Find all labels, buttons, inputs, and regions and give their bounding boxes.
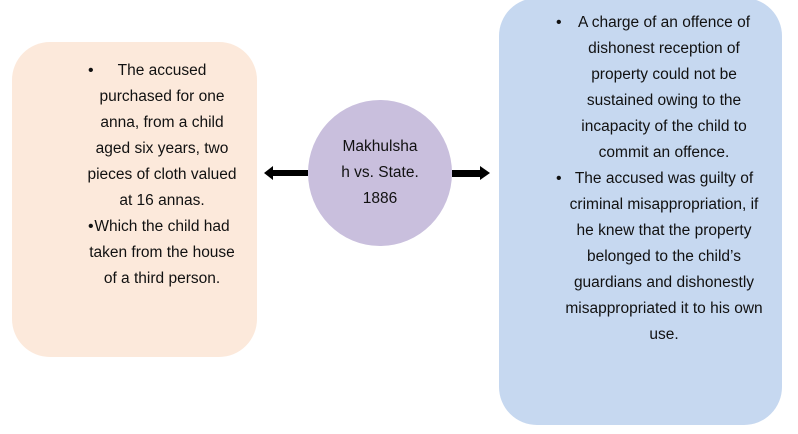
list-item: The accused purchased for one anna, from…: [82, 58, 242, 214]
facts-list: The accused purchased for one anna, from…: [82, 58, 242, 292]
list-item: Which the child had taken from the house…: [82, 214, 242, 292]
case-title: Makhulshah vs. State. 1886: [341, 138, 419, 207]
case-ellipse: Makhulshah vs. State. 1886: [308, 100, 452, 246]
holding-list: A charge of an offence of dishonest rece…: [556, 10, 769, 348]
arrow-left-icon: [264, 166, 308, 180]
list-item: A charge of an offence of dishonest rece…: [556, 10, 769, 166]
facts-box: The accused purchased for one anna, from…: [12, 42, 257, 357]
holding-box: A charge of an offence of dishonest rece…: [499, 0, 782, 425]
arrow-right-icon: [452, 166, 490, 180]
list-item: The accused was guilty of criminal misap…: [556, 166, 769, 348]
